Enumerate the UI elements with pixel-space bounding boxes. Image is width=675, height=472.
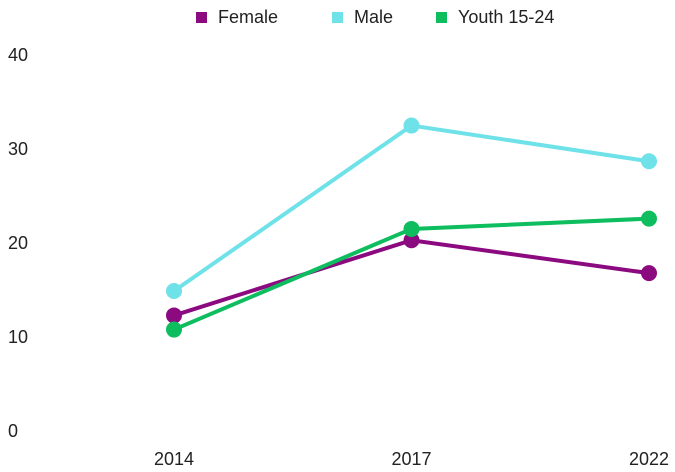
legend-swatch (332, 12, 343, 23)
legend-swatch (436, 12, 447, 23)
y-tick-label: 0 (8, 421, 18, 441)
series-line (172, 123, 650, 293)
data-point (166, 307, 182, 324)
y-tick-label: 40 (8, 45, 28, 65)
x-tick-label: 2014 (154, 449, 194, 469)
data-point (403, 117, 420, 134)
legend-label: Male (354, 7, 393, 27)
data-point (641, 265, 657, 282)
data-point (641, 210, 657, 227)
legend-swatch (196, 12, 207, 23)
data-point (166, 321, 182, 338)
legend-label: Youth 15-24 (458, 7, 554, 27)
series-line (173, 238, 650, 318)
data-point (403, 232, 420, 249)
y-tick-label: 10 (8, 327, 28, 347)
x-tick-label: 2017 (391, 449, 431, 469)
y-tick-label: 20 (8, 233, 28, 253)
data-point (641, 153, 657, 170)
y-tick-label: 30 (8, 139, 28, 159)
legend-label: Female (218, 7, 278, 27)
x-tick-label: 2022 (629, 449, 669, 469)
data-point (166, 283, 182, 299)
data-point (403, 220, 420, 237)
